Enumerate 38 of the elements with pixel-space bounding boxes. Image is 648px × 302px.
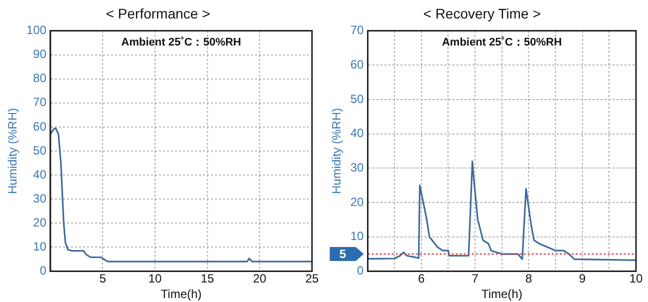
x-tick-label: 7: [472, 272, 479, 286]
y-tick-label: 70: [350, 23, 364, 38]
y-tick-label: 90: [33, 47, 47, 62]
annotation: Ambient 25˚C：50%RH: [121, 36, 242, 48]
y-tick-label: 30: [350, 160, 364, 174]
x-tick-label: 10: [148, 272, 162, 286]
x-tick-label: 8: [525, 272, 532, 286]
x-tick-label: 10: [629, 272, 643, 286]
y-tick-label: 60: [350, 57, 364, 72]
chart-title: < Recovery Time >: [423, 5, 541, 22]
x-tick-label: 5: [99, 272, 106, 286]
x-axis-title: Time(h): [481, 287, 522, 302]
y-tick-label: 80: [33, 71, 47, 86]
x-axis-title: Time(h): [160, 287, 202, 302]
y-tick-label: 20: [33, 215, 47, 230]
y-tick-label: 70: [33, 95, 47, 110]
y-tick-label: 50: [33, 143, 47, 158]
y-tick-label: 20: [350, 194, 364, 209]
x-tick-label: 9: [579, 272, 586, 286]
x-tick-label: 15: [200, 272, 214, 286]
y-tick-label: 30: [33, 191, 47, 206]
y-axis-title: Humidity (%RH): [330, 108, 344, 194]
annotation: Ambient 25˚C：50%RH: [442, 36, 562, 48]
x-tick-label: 6: [418, 272, 426, 286]
chart-title: < Performance >: [106, 5, 210, 22]
y-tick-label: 10: [350, 229, 364, 244]
y-tick-label: 10: [33, 239, 47, 254]
x-tick-label: 25: [305, 272, 319, 286]
y-tick-label: 100: [26, 23, 47, 38]
y-tick-label: 40: [350, 126, 364, 140]
ref-line-label: 5: [339, 246, 346, 261]
y-axis-title: Humidity (%RH): [6, 108, 20, 194]
x-tick-label: 20: [253, 272, 267, 286]
y-tick-label: 50: [350, 92, 364, 106]
y-tick-label: 40: [33, 167, 47, 182]
y-tick-label: 60: [33, 119, 47, 134]
y-tick-label: 0: [357, 264, 364, 278]
y-tick-label: 0: [40, 264, 47, 278]
